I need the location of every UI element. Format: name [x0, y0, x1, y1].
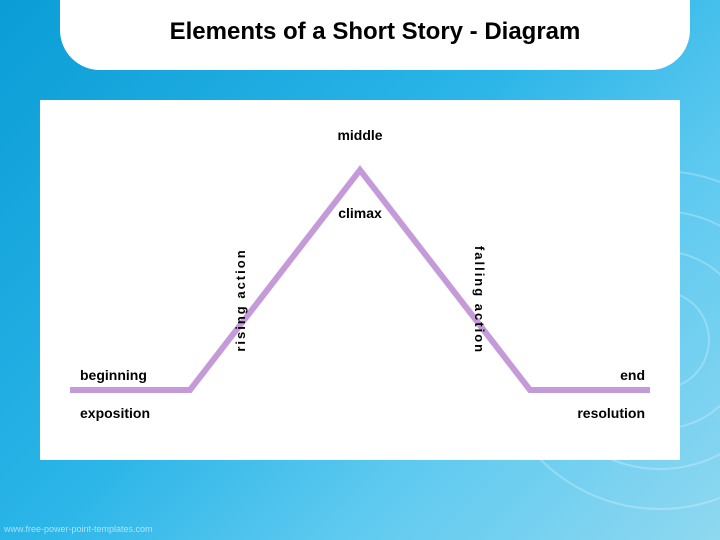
label-end: end: [620, 367, 645, 383]
label-exposition: exposition: [80, 405, 150, 421]
plot-line: [70, 170, 650, 390]
slide: Elements of a Short Story - Diagram midd…: [0, 0, 720, 540]
label-rising: rising action: [233, 248, 248, 351]
label-middle: middle: [337, 127, 382, 143]
slide-title: Elements of a Short Story - Diagram: [170, 18, 581, 46]
title-wrap: Elements of a Short Story - Diagram: [60, 0, 690, 70]
label-falling: falling action: [472, 246, 487, 354]
footer-url: www.free-power-point-templates.com: [0, 524, 153, 534]
diagram-panel: middle climax rising action falling action b…: [40, 100, 680, 460]
label-climax: climax: [338, 205, 382, 221]
label-beginning: beginning: [80, 367, 147, 383]
plot-diagram: middle climax rising action falling action b…: [40, 100, 680, 460]
label-resolution: resolution: [577, 405, 645, 421]
